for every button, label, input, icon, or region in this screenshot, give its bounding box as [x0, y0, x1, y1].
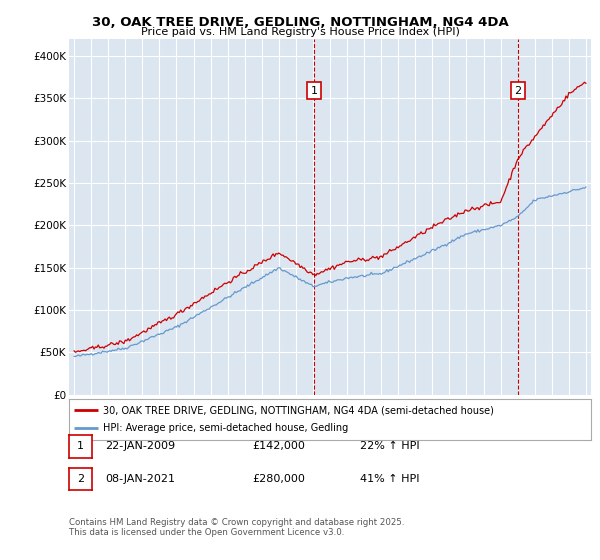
- Text: HPI: Average price, semi-detached house, Gedling: HPI: Average price, semi-detached house,…: [103, 423, 348, 433]
- Text: 30, OAK TREE DRIVE, GEDLING, NOTTINGHAM, NG4 4DA: 30, OAK TREE DRIVE, GEDLING, NOTTINGHAM,…: [92, 16, 508, 29]
- Text: Contains HM Land Registry data © Crown copyright and database right 2025.
This d: Contains HM Land Registry data © Crown c…: [69, 518, 404, 538]
- Text: £280,000: £280,000: [252, 474, 305, 484]
- Text: 22% ↑ HPI: 22% ↑ HPI: [360, 441, 419, 451]
- Text: £142,000: £142,000: [252, 441, 305, 451]
- Text: 2: 2: [515, 86, 522, 96]
- Text: 08-JAN-2021: 08-JAN-2021: [105, 474, 175, 484]
- Text: 2: 2: [77, 474, 84, 484]
- Text: 1: 1: [311, 86, 317, 96]
- Text: 22-JAN-2009: 22-JAN-2009: [105, 441, 175, 451]
- Text: 1: 1: [77, 441, 84, 451]
- Text: 41% ↑ HPI: 41% ↑ HPI: [360, 474, 419, 484]
- Text: Price paid vs. HM Land Registry's House Price Index (HPI): Price paid vs. HM Land Registry's House …: [140, 27, 460, 37]
- Text: 30, OAK TREE DRIVE, GEDLING, NOTTINGHAM, NG4 4DA (semi-detached house): 30, OAK TREE DRIVE, GEDLING, NOTTINGHAM,…: [103, 405, 494, 415]
